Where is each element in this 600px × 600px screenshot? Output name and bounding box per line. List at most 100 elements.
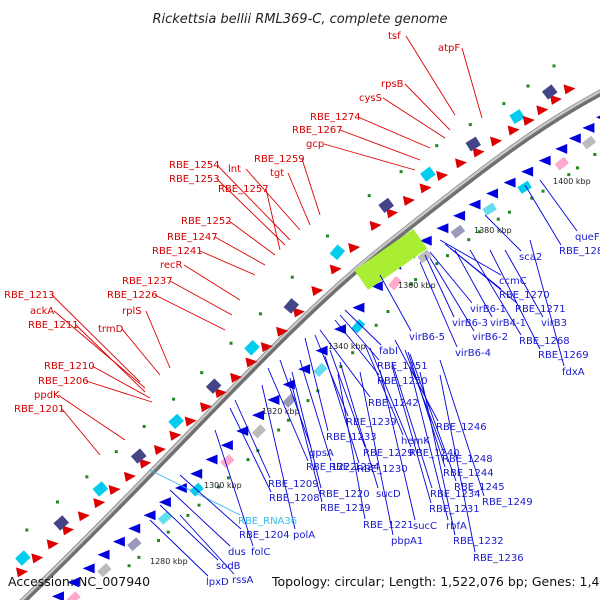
kbp-label-1360: 1360 kbp [398, 281, 436, 290]
gene-label: RBE_1220 [319, 489, 370, 500]
reverse-gene-arrow [419, 235, 432, 246]
gc-mark [435, 262, 439, 266]
gc-mark [367, 194, 371, 198]
forward-gene-arrow [455, 158, 468, 169]
leader-line-bottom [344, 309, 382, 346]
gc-mark [166, 530, 170, 534]
gene-label: RBE_1219 [320, 503, 371, 514]
forward-gene-arrow [93, 498, 106, 509]
gene-label: RBE_1247 [167, 232, 218, 243]
feature-block [251, 424, 266, 439]
leader-lines [51, 35, 578, 577]
genome-backbone [19, 89, 600, 600]
leader-line-bottom [179, 474, 242, 530]
gene-label: RBE_1270 [499, 290, 550, 301]
feature-block [541, 84, 558, 100]
reverse-gene-arrow [521, 166, 534, 177]
gene-label: ackA [30, 306, 54, 317]
feature-block [388, 276, 403, 291]
gene-label: virB6-3 [452, 318, 488, 329]
gc-mark [246, 458, 250, 462]
feature-block [53, 515, 70, 531]
forward-gene-arrow [108, 484, 121, 495]
leader-line-bottom [484, 214, 522, 252]
leader-line-top [53, 310, 146, 389]
leader-line-bottom [214, 429, 254, 547]
gene-label: virB4-1 [490, 318, 526, 329]
gc-mark [229, 341, 233, 345]
leader-line-bottom [261, 384, 296, 530]
gc-mark [290, 275, 294, 279]
gc-mark [530, 196, 534, 200]
leader-line-bottom [379, 274, 412, 332]
leader-line-top [145, 310, 171, 369]
leader-line-bottom [439, 374, 476, 553]
kbp-ticks: 1400 kbp 1380 kbp 1360 kbp 1340 kbp 1320… [150, 177, 591, 566]
leader-line-bottom [449, 247, 518, 304]
leader-line-top [461, 47, 483, 119]
feature-block [168, 413, 184, 430]
gc-mark [172, 397, 176, 401]
gc-mark [567, 173, 571, 177]
reverse-gene-arrow [174, 482, 187, 493]
leader-line-top [85, 380, 153, 403]
gc-mark [552, 64, 556, 68]
gene-label: sodB [216, 561, 241, 572]
forward-gene-arrow [15, 567, 28, 578]
gc-mark [351, 351, 355, 355]
leader-line-bottom [359, 371, 394, 536]
feature-block [420, 166, 436, 182]
gene-label: RBE_1259 [254, 154, 305, 165]
leader-line-bottom [429, 257, 475, 332]
gc-mark [477, 230, 481, 234]
gene-label: rpsB [381, 79, 404, 90]
gc-mark [467, 238, 471, 242]
forward-gene-arrow [61, 525, 74, 536]
leader-line-bottom [439, 239, 502, 276]
gene-label: RBE_1240 [409, 448, 460, 459]
leader-line-top [265, 188, 281, 251]
reverse-gene-arrow [158, 497, 171, 508]
reverse-gene-arrow [538, 155, 551, 166]
reverse-gene-arrow [453, 210, 466, 221]
forward-gene-arrow [169, 430, 182, 441]
gc-mark [127, 564, 131, 568]
forward-gene-arrow [245, 357, 258, 368]
gene-label: RBE_1221 [363, 520, 414, 531]
reverse-gene-arrow [568, 133, 581, 144]
leader-line-bottom [369, 347, 412, 448]
feature-block [92, 481, 109, 497]
forward-gene-arrow [199, 402, 212, 413]
gene-label: RBE_1233 [326, 432, 377, 443]
gene-label: polA [293, 530, 315, 541]
leader-line-bottom [419, 371, 456, 536]
gene-label: RBE_1253 [169, 174, 220, 185]
reverse-gene-arrow [555, 143, 568, 154]
feature-block [482, 202, 497, 216]
gene-label: RBE_1242 [368, 398, 419, 409]
gc-mark [445, 254, 449, 258]
gene-label: RBE_1268 [519, 336, 570, 347]
gc-mark [399, 170, 403, 174]
forward-gene-arrow [436, 170, 449, 181]
leader-line-bottom [279, 359, 312, 448]
gene-label: virB6-1 [470, 304, 506, 315]
forward-gene-arrow [77, 511, 90, 522]
gc-mark [197, 503, 201, 507]
leader-line-top [301, 158, 321, 216]
leader-line-bottom [304, 337, 329, 432]
leader-line-top [216, 178, 286, 246]
leader-line-bottom [169, 489, 231, 547]
gc-mark [114, 450, 118, 454]
leader-line-top [214, 236, 266, 266]
reverse-gene-arrow [143, 510, 156, 521]
reverse-gene-arrow [236, 425, 249, 436]
gene-features [15, 84, 600, 600]
gene-label: tgt [270, 168, 284, 179]
reverse-gene-arrow [436, 223, 449, 234]
kbp-label-1300: 1300 kbp [204, 481, 242, 490]
reverse-gene-arrow [82, 563, 95, 574]
gc-mark [186, 513, 190, 517]
feature-block [417, 249, 432, 264]
gene-label: RBE_1237 [122, 276, 173, 287]
